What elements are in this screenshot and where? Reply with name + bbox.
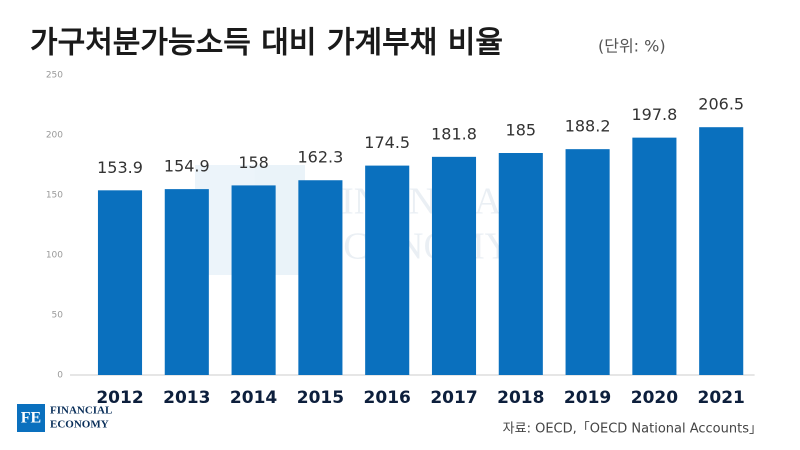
value-label: 188.2 — [565, 117, 611, 136]
y-tick-label: 250 — [46, 71, 63, 81]
bar — [699, 127, 744, 375]
x-tick-label: 2016 — [364, 388, 411, 408]
logo-mark: FE — [21, 410, 41, 427]
watermark-text: FINANCIAL — [320, 181, 525, 223]
logo-box — [17, 404, 45, 432]
value-label: 153.9 — [97, 158, 143, 177]
x-tick-label: 2018 — [497, 388, 544, 408]
y-tick-label: 100 — [46, 251, 63, 261]
y-tick-label: 200 — [46, 131, 63, 141]
chart-title: 가구처분가능소득 대비 가계부채 비율 — [30, 26, 503, 61]
bar — [632, 137, 677, 375]
bar — [431, 156, 477, 375]
x-tick-label: 2021 — [698, 388, 745, 408]
value-label: 206.5 — [698, 95, 744, 114]
value-label: 185 — [506, 121, 537, 140]
source: 자료: OECD,「OECD National Accounts」 — [503, 422, 762, 437]
x-tick-label: 2017 — [430, 388, 477, 408]
chart-subtitle: (단위: %) — [598, 37, 666, 56]
bar — [298, 180, 343, 375]
logo-text: FINANCIAL — [50, 405, 112, 417]
x-tick-label: 2019 — [564, 388, 611, 408]
bar — [498, 153, 543, 375]
value-label: 181.8 — [431, 124, 477, 143]
value-label: 197.8 — [631, 105, 677, 124]
x-tick-label: 2013 — [163, 388, 210, 408]
y-tick-label: 50 — [52, 311, 64, 321]
x-tick-label: 2020 — [631, 388, 678, 408]
x-tick-label: 2012 — [96, 388, 143, 408]
value-label: 154.9 — [164, 157, 210, 176]
y-tick-label: 150 — [46, 191, 63, 201]
logo-text: ECONOMY — [50, 419, 109, 431]
x-tick-label: 2015 — [297, 388, 344, 408]
watermark-text: ECONOMY — [320, 226, 512, 268]
bar — [231, 185, 276, 375]
bar — [365, 165, 410, 375]
x-tick-label: 2014 — [230, 388, 277, 408]
value-label: 158 — [238, 153, 269, 172]
y-tick-label: 0 — [57, 371, 63, 381]
bar — [565, 149, 610, 375]
value-label: 162.3 — [297, 148, 343, 167]
bar — [97, 190, 143, 375]
bar — [164, 189, 209, 375]
value-label: 174.5 — [364, 133, 410, 152]
